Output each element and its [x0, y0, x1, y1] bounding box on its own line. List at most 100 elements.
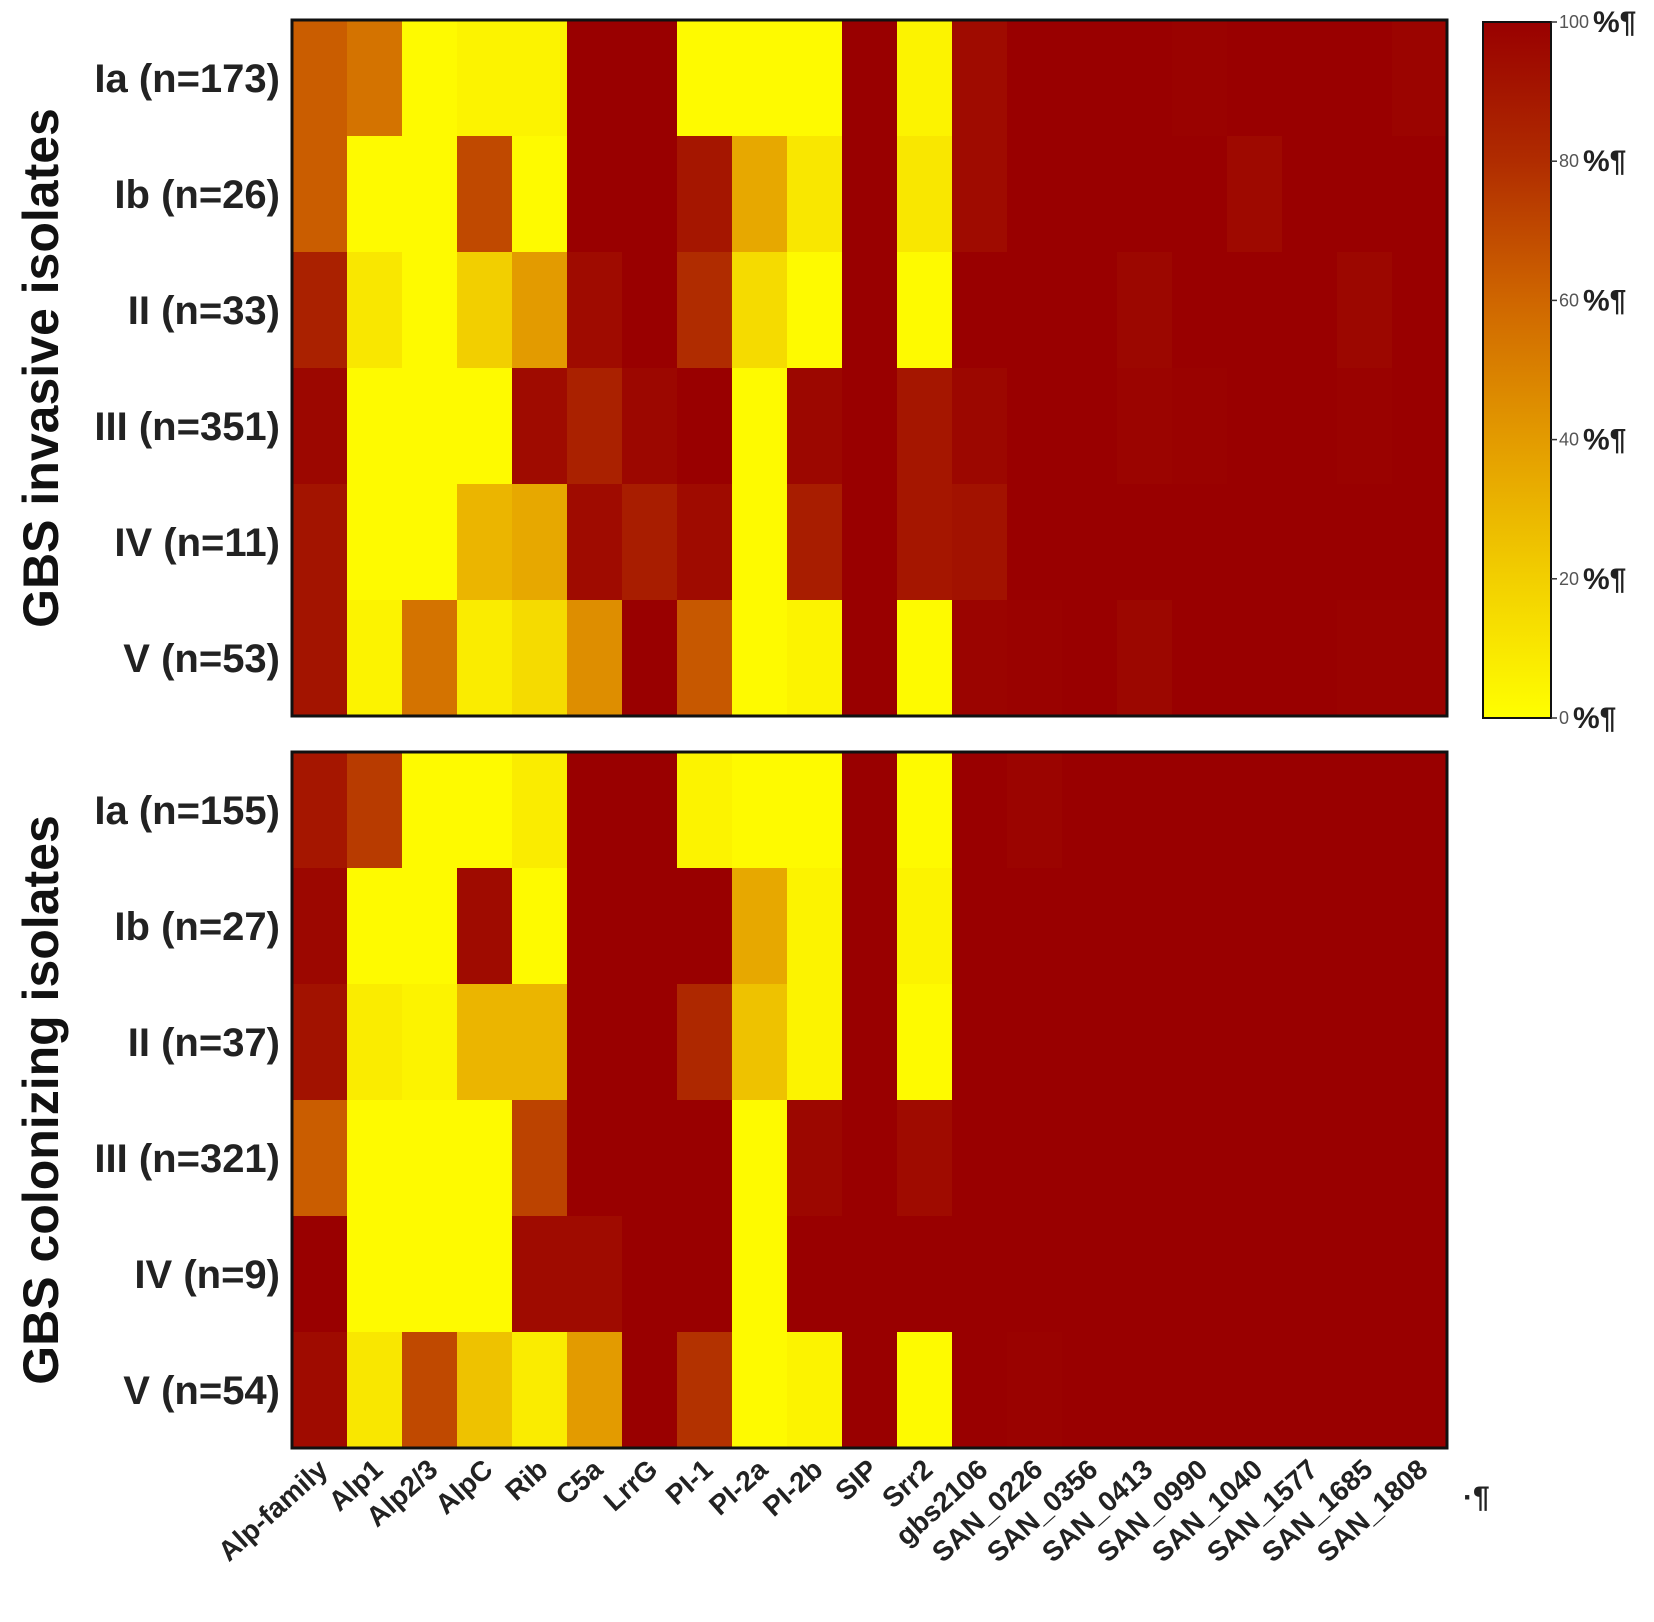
heatmap-cell — [512, 368, 568, 485]
heatmap-cell — [677, 868, 733, 985]
heatmap-cell — [512, 1216, 568, 1333]
heatmap-cell — [1062, 1332, 1118, 1449]
heatmap-cell — [1117, 984, 1173, 1101]
heatmap-cell — [457, 868, 513, 985]
heatmap-cell — [1117, 1100, 1173, 1217]
heatmap-cell — [952, 1332, 1008, 1449]
heatmap-cell — [787, 368, 843, 485]
heatmap-cell — [732, 984, 788, 1101]
heatmap-cell — [1227, 484, 1283, 601]
heatmap-cell — [952, 368, 1008, 485]
column-label: LrrG — [598, 1453, 664, 1517]
colorbar-tick-label: 80 — [1559, 151, 1579, 171]
heatmap-cell — [1227, 868, 1283, 985]
heatmap-cell — [567, 1100, 623, 1217]
heatmap-cell — [567, 600, 623, 717]
heatmap-cell — [1172, 484, 1228, 601]
heatmap-cell — [1337, 20, 1393, 137]
heatmap-cell — [842, 1216, 898, 1333]
heatmap-cell — [842, 484, 898, 601]
heatmap-cell — [622, 752, 678, 869]
heatmap-cell — [842, 1100, 898, 1217]
heatmap-cell — [897, 20, 953, 137]
heatmap-cell — [292, 484, 348, 601]
heatmap-cell — [842, 368, 898, 485]
column-label: Rib — [499, 1453, 553, 1506]
heatmap-cell — [1282, 984, 1338, 1101]
heatmap-cell — [622, 368, 678, 485]
heatmap-cell — [842, 20, 898, 137]
stray-mark: ·¶ — [1463, 1481, 1490, 1514]
heatmap-cell — [732, 484, 788, 601]
heatmap-cell — [1062, 600, 1118, 717]
heatmap-cell — [402, 1100, 458, 1217]
heatmap-cell — [622, 136, 678, 253]
heatmap-cell — [787, 252, 843, 369]
heatmap-cell — [897, 1332, 953, 1449]
colorbar-tick-label: 40 — [1559, 430, 1579, 450]
heatmap-cell — [897, 868, 953, 985]
heatmap-cell — [567, 484, 623, 601]
heatmap-cell — [1282, 752, 1338, 869]
heatmap-panels: Ia (n=173) Ib (n=26) II (n=33) III (n=351) I… — [13, 18, 1449, 1450]
heatmap-cell — [952, 252, 1008, 369]
heatmap-cell — [787, 1332, 843, 1449]
heatmap-cell — [292, 368, 348, 485]
heatmap-cell — [512, 752, 568, 869]
heatmap-cell — [1337, 1332, 1393, 1449]
heatmap-cell — [1337, 484, 1393, 601]
heatmap-cell — [1337, 868, 1393, 985]
heatmap-cell — [402, 984, 458, 1101]
heatmap-cell — [1062, 252, 1118, 369]
heatmap-cell — [1282, 20, 1338, 137]
colorbar-tick-label: 20 — [1559, 569, 1579, 589]
heatmap-cell — [512, 20, 568, 137]
heatmap-cell — [952, 752, 1008, 869]
heatmap-cell — [1007, 984, 1063, 1101]
heatmap-cell — [1062, 368, 1118, 485]
heatmap-cell — [732, 600, 788, 717]
heatmap-cell — [292, 1216, 348, 1333]
heatmap-cell — [952, 1100, 1008, 1217]
heatmap-cell — [292, 1100, 348, 1217]
heatmap-cell — [677, 984, 733, 1101]
heatmap-cell — [512, 1332, 568, 1449]
heatmap-cell — [402, 1216, 458, 1333]
heatmap-cell — [897, 752, 953, 869]
row-label: Ia (n=173) — [94, 57, 280, 101]
heatmap-cell — [1007, 600, 1063, 717]
heatmap-cell — [1007, 1216, 1063, 1333]
heatmap-cell — [292, 600, 348, 717]
heatmap-cell — [1227, 984, 1283, 1101]
heatmap-cell — [512, 600, 568, 717]
heatmap-cell — [787, 984, 843, 1101]
heatmap-cell — [1062, 752, 1118, 869]
heatmap-cell — [622, 1100, 678, 1217]
heatmap-cell — [842, 136, 898, 253]
heatmap-cell — [732, 752, 788, 869]
heatmap-cell — [292, 984, 348, 1101]
heatmap-cell — [1007, 1100, 1063, 1217]
heatmap-cell — [1172, 252, 1228, 369]
row-label: IV (n=9) — [134, 1253, 280, 1297]
heatmap-cell — [732, 1216, 788, 1333]
heatmap-cell — [1117, 484, 1173, 601]
heatmap-cell — [1282, 484, 1338, 601]
heatmap-cell — [787, 600, 843, 717]
column-label: PI-2a — [703, 1453, 774, 1521]
heatmap-cell — [1392, 1216, 1448, 1333]
heatmap-cell — [677, 252, 733, 369]
heatmap-cell — [1117, 368, 1173, 485]
heatmap-cell — [1062, 868, 1118, 985]
heatmap-cell — [292, 868, 348, 985]
heatmap-cell — [402, 252, 458, 369]
heatmap-cell — [1282, 368, 1338, 485]
heatmap-cell — [842, 752, 898, 869]
heatmap-cell — [1007, 1332, 1063, 1449]
heatmap-cell — [732, 136, 788, 253]
heatmap-cell — [732, 1100, 788, 1217]
heatmap-cell — [1392, 600, 1448, 717]
heatmap-cell — [622, 984, 678, 1101]
heatmap-cell — [1172, 984, 1228, 1101]
